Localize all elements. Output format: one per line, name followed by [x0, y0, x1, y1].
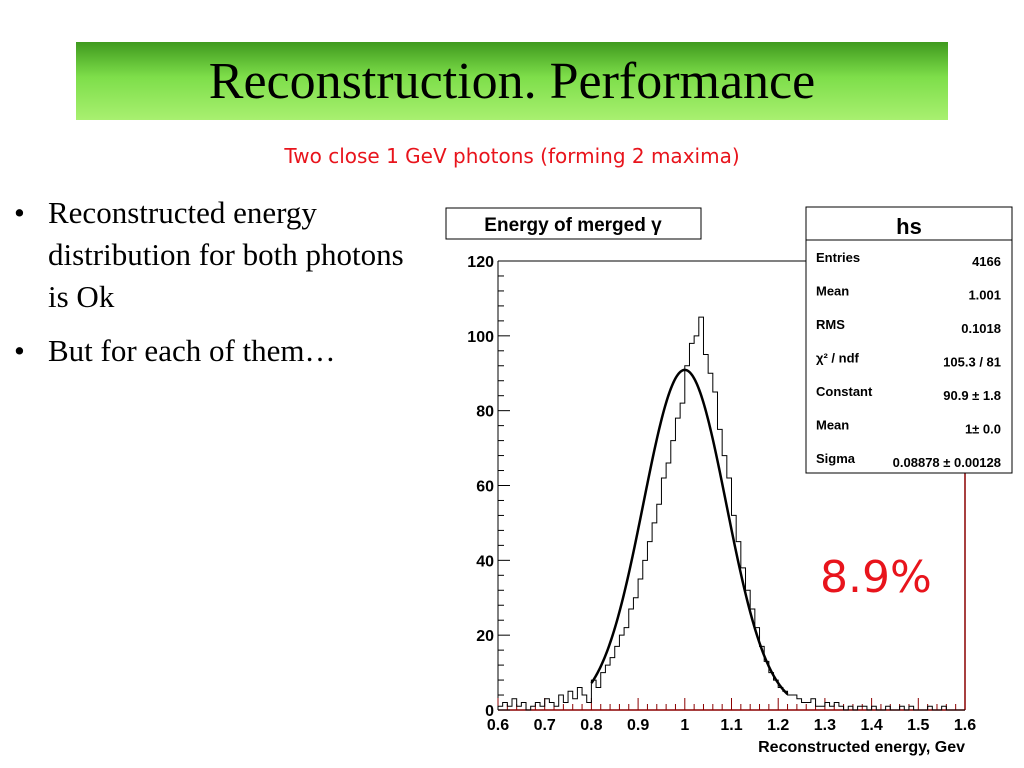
stats-row-value: 1.001	[968, 288, 1001, 303]
x-tick-label: 1.6	[954, 717, 976, 734]
stats-row-value: 1± 0.0	[965, 422, 1001, 437]
bullet-dot-icon: •	[14, 195, 25, 230]
x-tick-label: 0.7	[534, 717, 556, 734]
y-tick-label: 60	[476, 479, 494, 496]
y-tick-label: 120	[467, 254, 494, 271]
stats-row-label: Constant	[816, 384, 873, 399]
x-tick-label: 1.1	[720, 717, 742, 734]
stats-row-value: 4166	[972, 254, 1001, 269]
stats-box: hs Entries 4166 Mean 1.001 RMS 0.1018 χ² / ndf…	[805, 206, 1013, 474]
resolution-label: 8.9%	[820, 552, 932, 603]
stats-box-frame	[805, 206, 1013, 474]
slide-title: Reconstruction. Performance	[208, 53, 816, 110]
y-tick-label: 80	[476, 404, 494, 421]
bullet-text: Reconstructed energy distribution for bo…	[48, 195, 404, 314]
x-tick-label: 1.4	[860, 717, 882, 734]
x-tick-label: 0.6	[487, 717, 509, 734]
title-banner: Reconstruction. Performance	[76, 42, 948, 120]
stats-row-label: Sigma	[816, 451, 856, 466]
x-tick-label: 0.8	[580, 717, 602, 734]
bullet-item: • But for each of them…	[14, 330, 414, 372]
chart-title: Energy of merged γ	[484, 215, 662, 236]
stats-row-label: RMS	[816, 317, 845, 332]
stats-row-value: 0.1018	[961, 321, 1001, 336]
bullet-item: • Reconstructed energy distribution for b…	[14, 192, 414, 318]
stats-row-label: χ² / ndf	[816, 351, 860, 366]
y-tick-label: 40	[476, 553, 494, 570]
histogram-series	[497, 316, 965, 711]
x-tick-labels: 0.6 0.7 0.8 0.9 1 1.1 1.2 1.3 1.4 1.5 1.6	[487, 717, 976, 734]
stats-row-value: 0.08878 ± 0.00128	[893, 455, 1001, 470]
y-tick-label: 20	[476, 628, 494, 645]
stats-row-label: Mean	[816, 284, 849, 299]
stats-row-label: Entries	[816, 250, 860, 265]
stats-rows: Entries 4166 Mean 1.001 RMS 0.1018 χ² / ndf 105…	[816, 250, 1001, 470]
gaussian-fit-curve	[590, 368, 789, 696]
x-tick-label: 1.5	[907, 717, 929, 734]
slide-subtitle: Two close 1 GeV photons (forming 2 maxim…	[284, 144, 740, 168]
bullet-dot-icon: •	[14, 333, 25, 368]
y-tick-label: 0	[485, 703, 494, 720]
x-tick-label: 1	[680, 717, 689, 734]
x-tick-label: 0.9	[627, 717, 649, 734]
chart-title-box	[445, 207, 702, 240]
bullet-text: But for each of them…	[48, 333, 336, 368]
stats-box-name: hs	[896, 214, 922, 239]
y-tick-label: 100	[467, 329, 494, 346]
stats-row-value: 90.9 ± 1.8	[943, 388, 1001, 403]
stats-row-label: Mean	[816, 418, 849, 433]
stats-row-value: 105.3 / 81	[943, 355, 1001, 370]
x-tick-label: 1.2	[767, 717, 789, 734]
x-tick-label: 1.3	[814, 717, 836, 734]
bullet-list: • Reconstructed energy distribution for b…	[14, 192, 414, 384]
x-axis-label: Reconstructed energy, Gev	[758, 739, 965, 756]
y-tick-labels: 0 20 40 60 80 100 120	[467, 254, 494, 720]
